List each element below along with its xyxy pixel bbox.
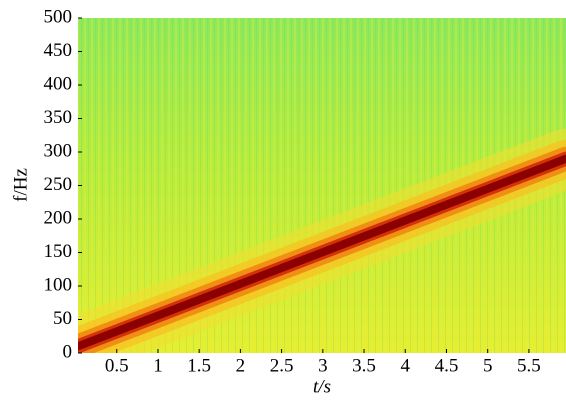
y-tick-label: 100 <box>44 274 73 295</box>
ridge <box>78 154 566 351</box>
x-tick-label: 1.5 <box>187 355 211 376</box>
y-tick-label: 450 <box>44 40 73 61</box>
x-tick-label: 5.5 <box>517 355 541 376</box>
x-tick-label: 2.5 <box>270 355 294 376</box>
x-axis-label: t/s <box>313 376 331 397</box>
y-tick-label: 500 <box>44 6 73 27</box>
x-tick-label: 4.5 <box>435 355 459 376</box>
x-tick-label: 4 <box>401 355 411 376</box>
x-tick-label: 2 <box>236 355 246 376</box>
x-tick-label: 0.5 <box>105 355 129 376</box>
x-tick-label: 3.5 <box>352 355 376 376</box>
y-tick-label: 400 <box>44 73 73 94</box>
x-tick-label: 3 <box>318 355 328 376</box>
y-tick-label: 150 <box>44 241 73 262</box>
x-tick-label: 1 <box>153 355 163 376</box>
y-axis-label: f/Hz <box>10 168 31 202</box>
y-tick-label: 350 <box>44 107 73 128</box>
y-tick-label: 250 <box>44 174 73 195</box>
y-tick-label: 0 <box>63 341 73 362</box>
y-tick-label: 300 <box>44 140 73 161</box>
y-tick-label: 200 <box>44 207 73 228</box>
y-tick-label: 50 <box>53 308 72 329</box>
x-tick-label: 5 <box>483 355 493 376</box>
